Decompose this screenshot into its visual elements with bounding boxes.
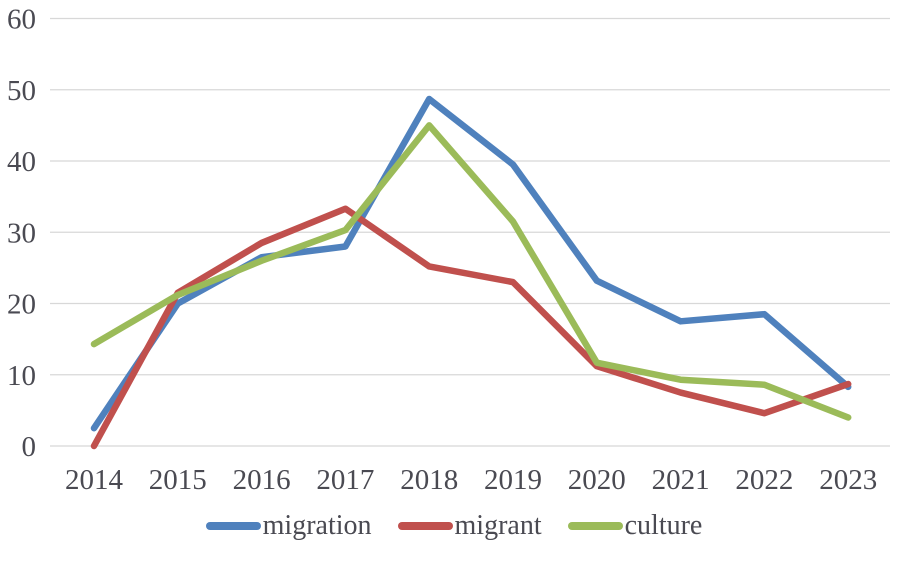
legend-swatch-migrant-icon [397, 522, 453, 530]
legend-label-culture: culture [624, 510, 703, 541]
x-axis-label-2021: 2021 [652, 464, 710, 496]
series-line-migration [90, 95, 852, 432]
legend-label-migrant: migrant [454, 510, 542, 541]
legend-item-migration: migration [205, 510, 372, 541]
y-axis-label-50: 50 [7, 75, 36, 107]
x-axis-label-2017: 2017 [316, 464, 374, 496]
legend-item-culture: culture [567, 510, 703, 541]
legend-swatch-migration-icon [205, 522, 261, 530]
y-axis-label-30: 30 [7, 217, 36, 249]
legend-item-migrant: migrant [397, 510, 542, 541]
chart-legend: migration migrant culture [0, 505, 908, 547]
x-axis-label-2022: 2022 [735, 464, 793, 496]
series-line-migrant [90, 205, 852, 450]
x-axis-label-2016: 2016 [233, 464, 291, 496]
plot-area: 0 10 20 30 40 50 60 2014 2015 2016 2017 2018 2019 202… [7, 4, 890, 496]
x-axis-label-2014: 2014 [65, 464, 124, 496]
y-axis-label-10: 10 [7, 360, 36, 392]
x-axis-label-2019: 2019 [484, 464, 542, 496]
x-axis-label-2023: 2023 [819, 464, 877, 496]
x-axis-label-2018: 2018 [400, 464, 458, 496]
x-axis-label-2020: 2020 [568, 464, 626, 496]
series-line-culture [90, 122, 852, 421]
y-axis-label-40: 40 [7, 146, 36, 178]
legend-swatch-culture-icon [567, 522, 623, 530]
x-axis-label-2015: 2015 [149, 464, 207, 496]
y-axis-label-60: 60 [7, 4, 36, 36]
y-axis-label-0: 0 [22, 431, 37, 463]
y-axis-label-20: 20 [7, 289, 36, 321]
legend-label-migration: migration [262, 510, 372, 541]
